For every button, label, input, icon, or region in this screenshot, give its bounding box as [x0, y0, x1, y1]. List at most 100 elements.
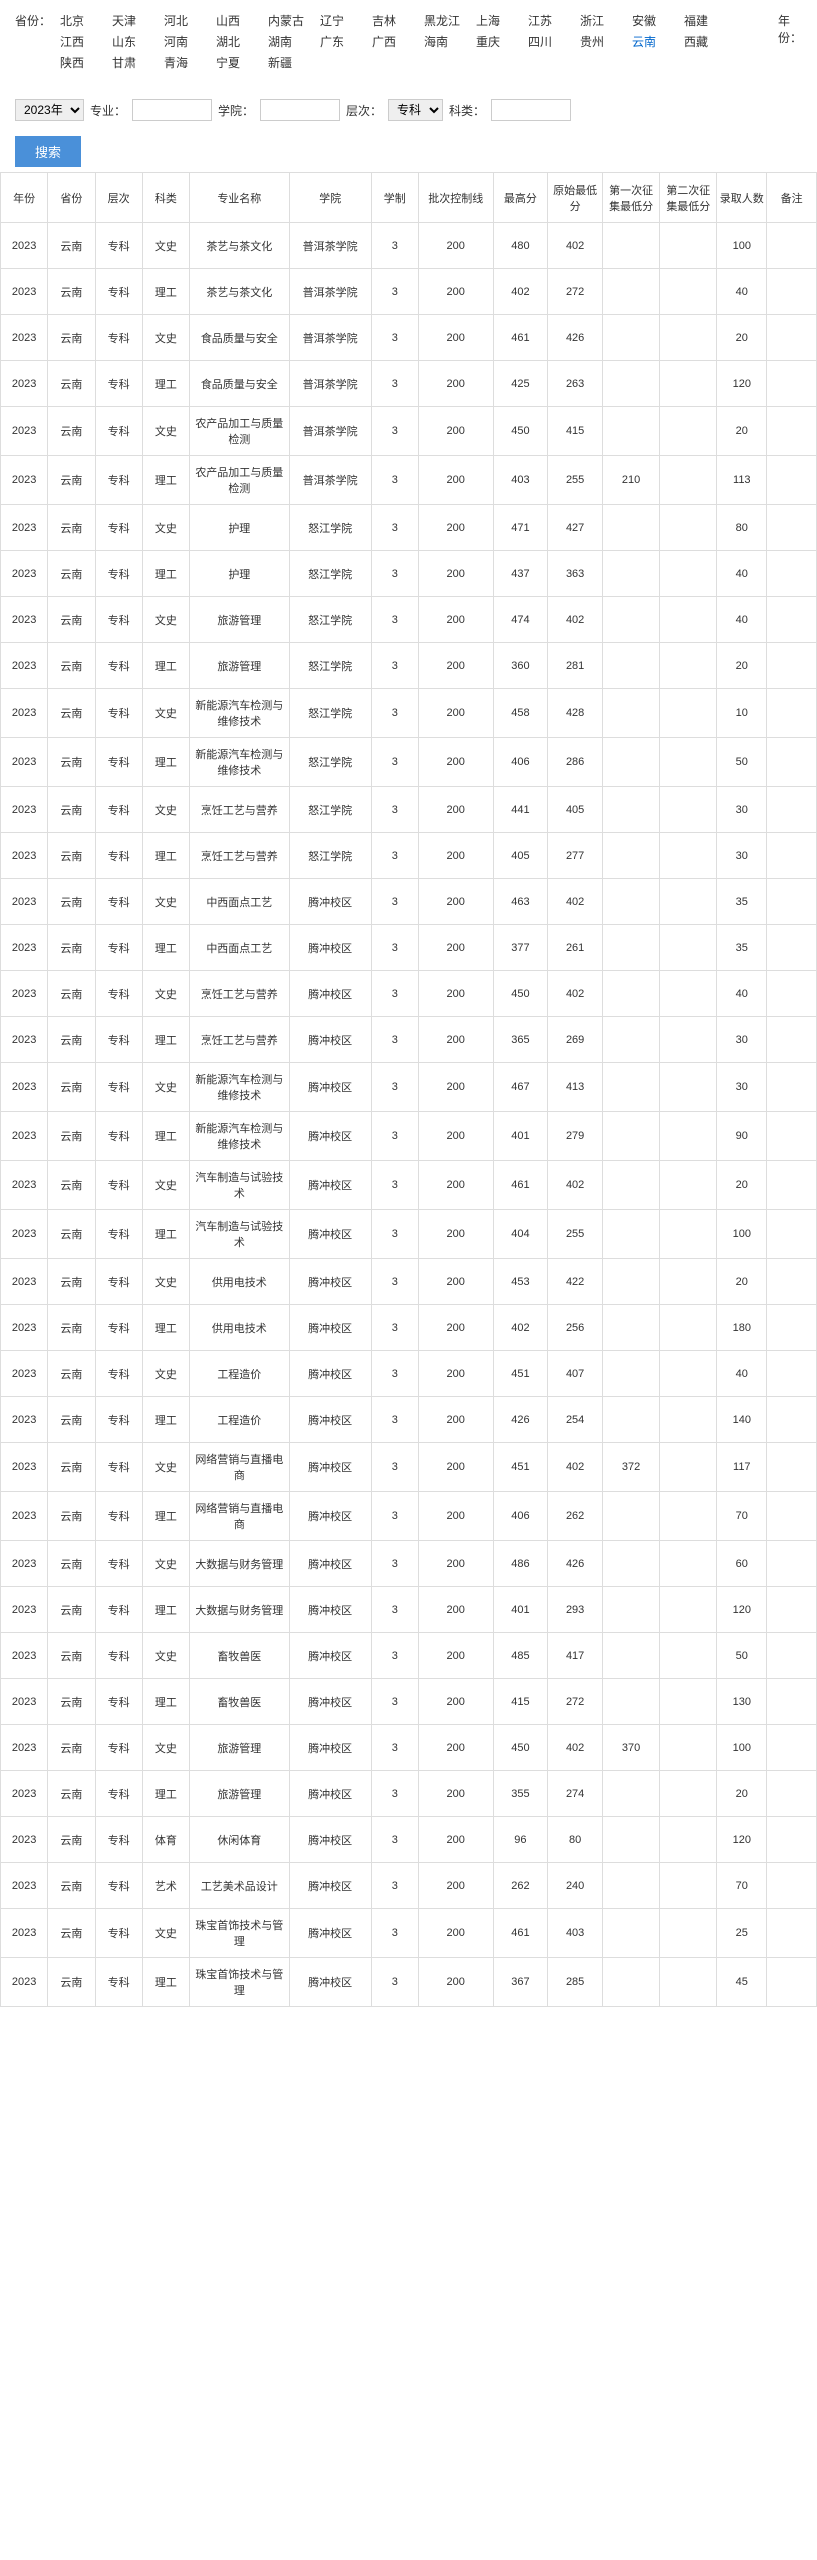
- table-cell: [660, 1305, 717, 1351]
- table-header-cell: 第二次征集最低分: [660, 173, 717, 223]
- table-cell: 2023: [1, 1909, 48, 1958]
- table-cell: [660, 1909, 717, 1958]
- table-cell: 专科: [95, 1397, 142, 1443]
- table-cell: 2023: [1, 223, 48, 269]
- table-cell: 30: [717, 787, 767, 833]
- province-item[interactable]: 甘肃: [112, 52, 164, 73]
- table-header-cell: 学院: [289, 173, 371, 223]
- table-cell: [660, 1063, 717, 1112]
- table-cell: 理工: [142, 456, 189, 505]
- table-cell: 艺术: [142, 1863, 189, 1909]
- province-item[interactable]: 安徽: [632, 10, 684, 31]
- table-cell: 2023: [1, 1259, 48, 1305]
- table-cell: 云南: [48, 1161, 95, 1210]
- search-button[interactable]: 搜索: [15, 136, 81, 167]
- table-cell: 80: [717, 505, 767, 551]
- table-cell: [767, 551, 817, 597]
- table-cell: 286: [548, 738, 603, 787]
- table-cell: 372: [602, 1443, 659, 1492]
- table-cell: 461: [493, 1161, 548, 1210]
- table-cell: 2023: [1, 1863, 48, 1909]
- table-cell: 406: [493, 738, 548, 787]
- table-cell: [767, 1633, 817, 1679]
- category-input[interactable]: [491, 99, 571, 121]
- level-select[interactable]: 专科: [388, 99, 443, 121]
- table-cell: 腾冲校区: [289, 879, 371, 925]
- table-cell: 腾冲校区: [289, 1443, 371, 1492]
- table-row: 2023云南专科理工旅游管理腾冲校区320035527420: [1, 1771, 817, 1817]
- table-cell: [602, 787, 659, 833]
- year-select[interactable]: 2023年: [15, 99, 84, 121]
- province-item[interactable]: 河北: [164, 10, 216, 31]
- major-input[interactable]: [132, 99, 212, 121]
- table-cell: 463: [493, 879, 548, 925]
- province-item[interactable]: 新疆: [268, 52, 320, 73]
- college-input[interactable]: [260, 99, 340, 121]
- province-item[interactable]: 上海: [476, 10, 528, 31]
- table-cell: 专科: [95, 689, 142, 738]
- table-cell: 263: [548, 361, 603, 407]
- table-cell: 腾冲校区: [289, 1771, 371, 1817]
- table-cell: 30: [717, 1063, 767, 1112]
- table-row: 2023云南专科文史中西面点工艺腾冲校区320046340235: [1, 879, 817, 925]
- table-cell: 理工: [142, 269, 189, 315]
- table-cell: 专科: [95, 505, 142, 551]
- table-cell: [602, 1259, 659, 1305]
- table-cell: 402: [493, 269, 548, 315]
- table-cell: 文史: [142, 1443, 189, 1492]
- table-row: 2023云南专科文史工程造价腾冲校区320045140740: [1, 1351, 817, 1397]
- table-cell: 怒江学院: [289, 787, 371, 833]
- table-cell: [767, 597, 817, 643]
- province-item[interactable]: 青海: [164, 52, 216, 73]
- province-item[interactable]: 吉林: [372, 10, 424, 31]
- table-cell: 专科: [95, 879, 142, 925]
- table-cell: [767, 1210, 817, 1259]
- table-cell: 100: [717, 1210, 767, 1259]
- province-item[interactable]: 贵州: [580, 31, 632, 52]
- province-item[interactable]: 四川: [528, 31, 580, 52]
- table-cell: [602, 1541, 659, 1587]
- table-cell: 254: [548, 1397, 603, 1443]
- table-cell: 3: [371, 505, 418, 551]
- province-item[interactable]: 云南: [632, 31, 684, 52]
- province-item[interactable]: 重庆: [476, 31, 528, 52]
- table-cell: [767, 1063, 817, 1112]
- table-cell: 云南: [48, 1112, 95, 1161]
- table-cell: 旅游管理: [190, 643, 290, 689]
- table-cell: 云南: [48, 597, 95, 643]
- province-item[interactable]: 辽宁: [320, 10, 372, 31]
- province-item[interactable]: 天津: [112, 10, 164, 31]
- table-cell: 专科: [95, 551, 142, 597]
- province-item[interactable]: 山东: [112, 31, 164, 52]
- table-cell: 377: [493, 925, 548, 971]
- table-cell: 405: [548, 787, 603, 833]
- province-item[interactable]: 内蒙古: [268, 10, 320, 31]
- province-item[interactable]: 江苏: [528, 10, 580, 31]
- table-cell: 普洱茶学院: [289, 361, 371, 407]
- table-cell: 200: [418, 1771, 493, 1817]
- province-item[interactable]: 海南: [424, 31, 476, 52]
- province-item[interactable]: 西藏: [684, 31, 736, 52]
- table-cell: 供用电技术: [190, 1305, 290, 1351]
- province-item[interactable]: 广东: [320, 31, 372, 52]
- province-item[interactable]: 福建: [684, 10, 736, 31]
- province-item[interactable]: 北京: [60, 10, 112, 31]
- province-item[interactable]: 黑龙江: [424, 10, 476, 31]
- province-item[interactable]: 山西: [216, 10, 268, 31]
- province-item[interactable]: 陕西: [60, 52, 112, 73]
- query-row: 2023年 专业： 学院： 层次： 专科 科类：: [0, 89, 817, 131]
- province-item[interactable]: 河南: [164, 31, 216, 52]
- province-item[interactable]: 宁夏: [216, 52, 268, 73]
- province-item[interactable]: 湖北: [216, 31, 268, 52]
- table-cell: 426: [548, 315, 603, 361]
- table-cell: [767, 1443, 817, 1492]
- table-cell: 200: [418, 1958, 493, 2007]
- province-item[interactable]: 广西: [372, 31, 424, 52]
- province-item[interactable]: 湖南: [268, 31, 320, 52]
- table-cell: 专科: [95, 925, 142, 971]
- province-item[interactable]: 江西: [60, 31, 112, 52]
- table-cell: 普洱茶学院: [289, 315, 371, 361]
- province-item[interactable]: 浙江: [580, 10, 632, 31]
- table-cell: 云南: [48, 456, 95, 505]
- table-cell: 3: [371, 971, 418, 1017]
